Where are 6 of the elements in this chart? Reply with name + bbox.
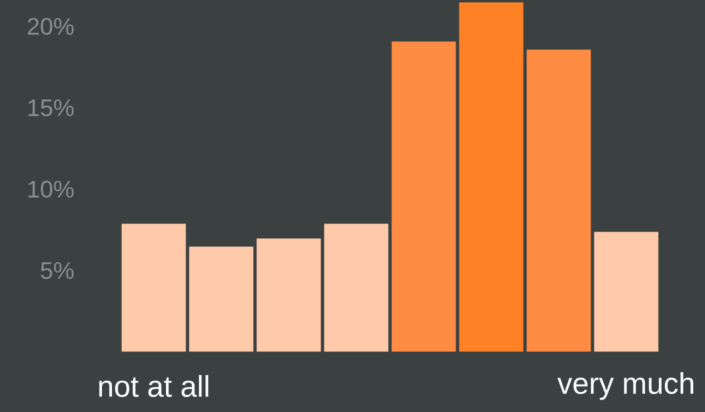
y-tick-label: 5% (40, 262, 74, 280)
x-tick-label: not at all (99, 375, 208, 397)
x-tick-label: very much (557, 372, 694, 400)
y-tick-label: 20% (28, 18, 74, 35)
y-tick-label: 10% (28, 180, 74, 198)
y-tick-label: 15% (28, 99, 74, 116)
